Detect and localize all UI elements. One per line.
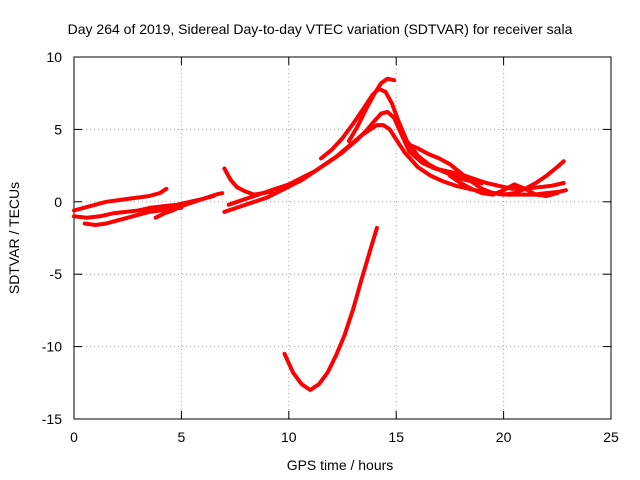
axis-ticks (73, 56, 612, 420)
y-tick-label: -5 (50, 266, 63, 282)
x-axis-label: GPS time / hours (287, 457, 394, 473)
y-axis-label: SDTVAR / TECUs (6, 182, 22, 294)
chart-title: Day 264 of 2019, Sidereal Day-to-day VTE… (68, 21, 573, 37)
series-track-6 (226, 110, 566, 207)
series-track-1 (72, 186, 169, 213)
y-tick-label: 5 (54, 121, 62, 137)
x-tick-labels: 0 5 10 15 20 25 (70, 429, 619, 445)
series-group (72, 76, 568, 392)
series-track-4 (153, 191, 225, 220)
x-tick-label: 20 (496, 429, 512, 445)
x-tick-label: 10 (281, 429, 297, 445)
series-track-8 (346, 76, 397, 143)
y-tick-labels: -15 -10 -5 0 5 10 (42, 49, 62, 427)
series-track-10 (447, 173, 560, 198)
plot-frame (73, 56, 612, 420)
x-tick-label: 25 (603, 429, 619, 445)
x-tick-label: 15 (388, 429, 404, 445)
x-tick-label: 0 (70, 429, 78, 445)
series-track-12 (282, 225, 379, 392)
y-tick-label: -10 (42, 339, 62, 355)
series-track-5 (222, 123, 568, 214)
y-tick-label: 10 (46, 49, 62, 65)
y-tick-label: 0 (54, 194, 62, 210)
series-track-3 (82, 205, 184, 227)
series-track-9 (404, 141, 566, 197)
series-track-11 (222, 166, 274, 197)
grid (74, 57, 611, 419)
x-tick-label: 5 (178, 429, 186, 445)
y-tick-label: -15 (42, 411, 62, 427)
